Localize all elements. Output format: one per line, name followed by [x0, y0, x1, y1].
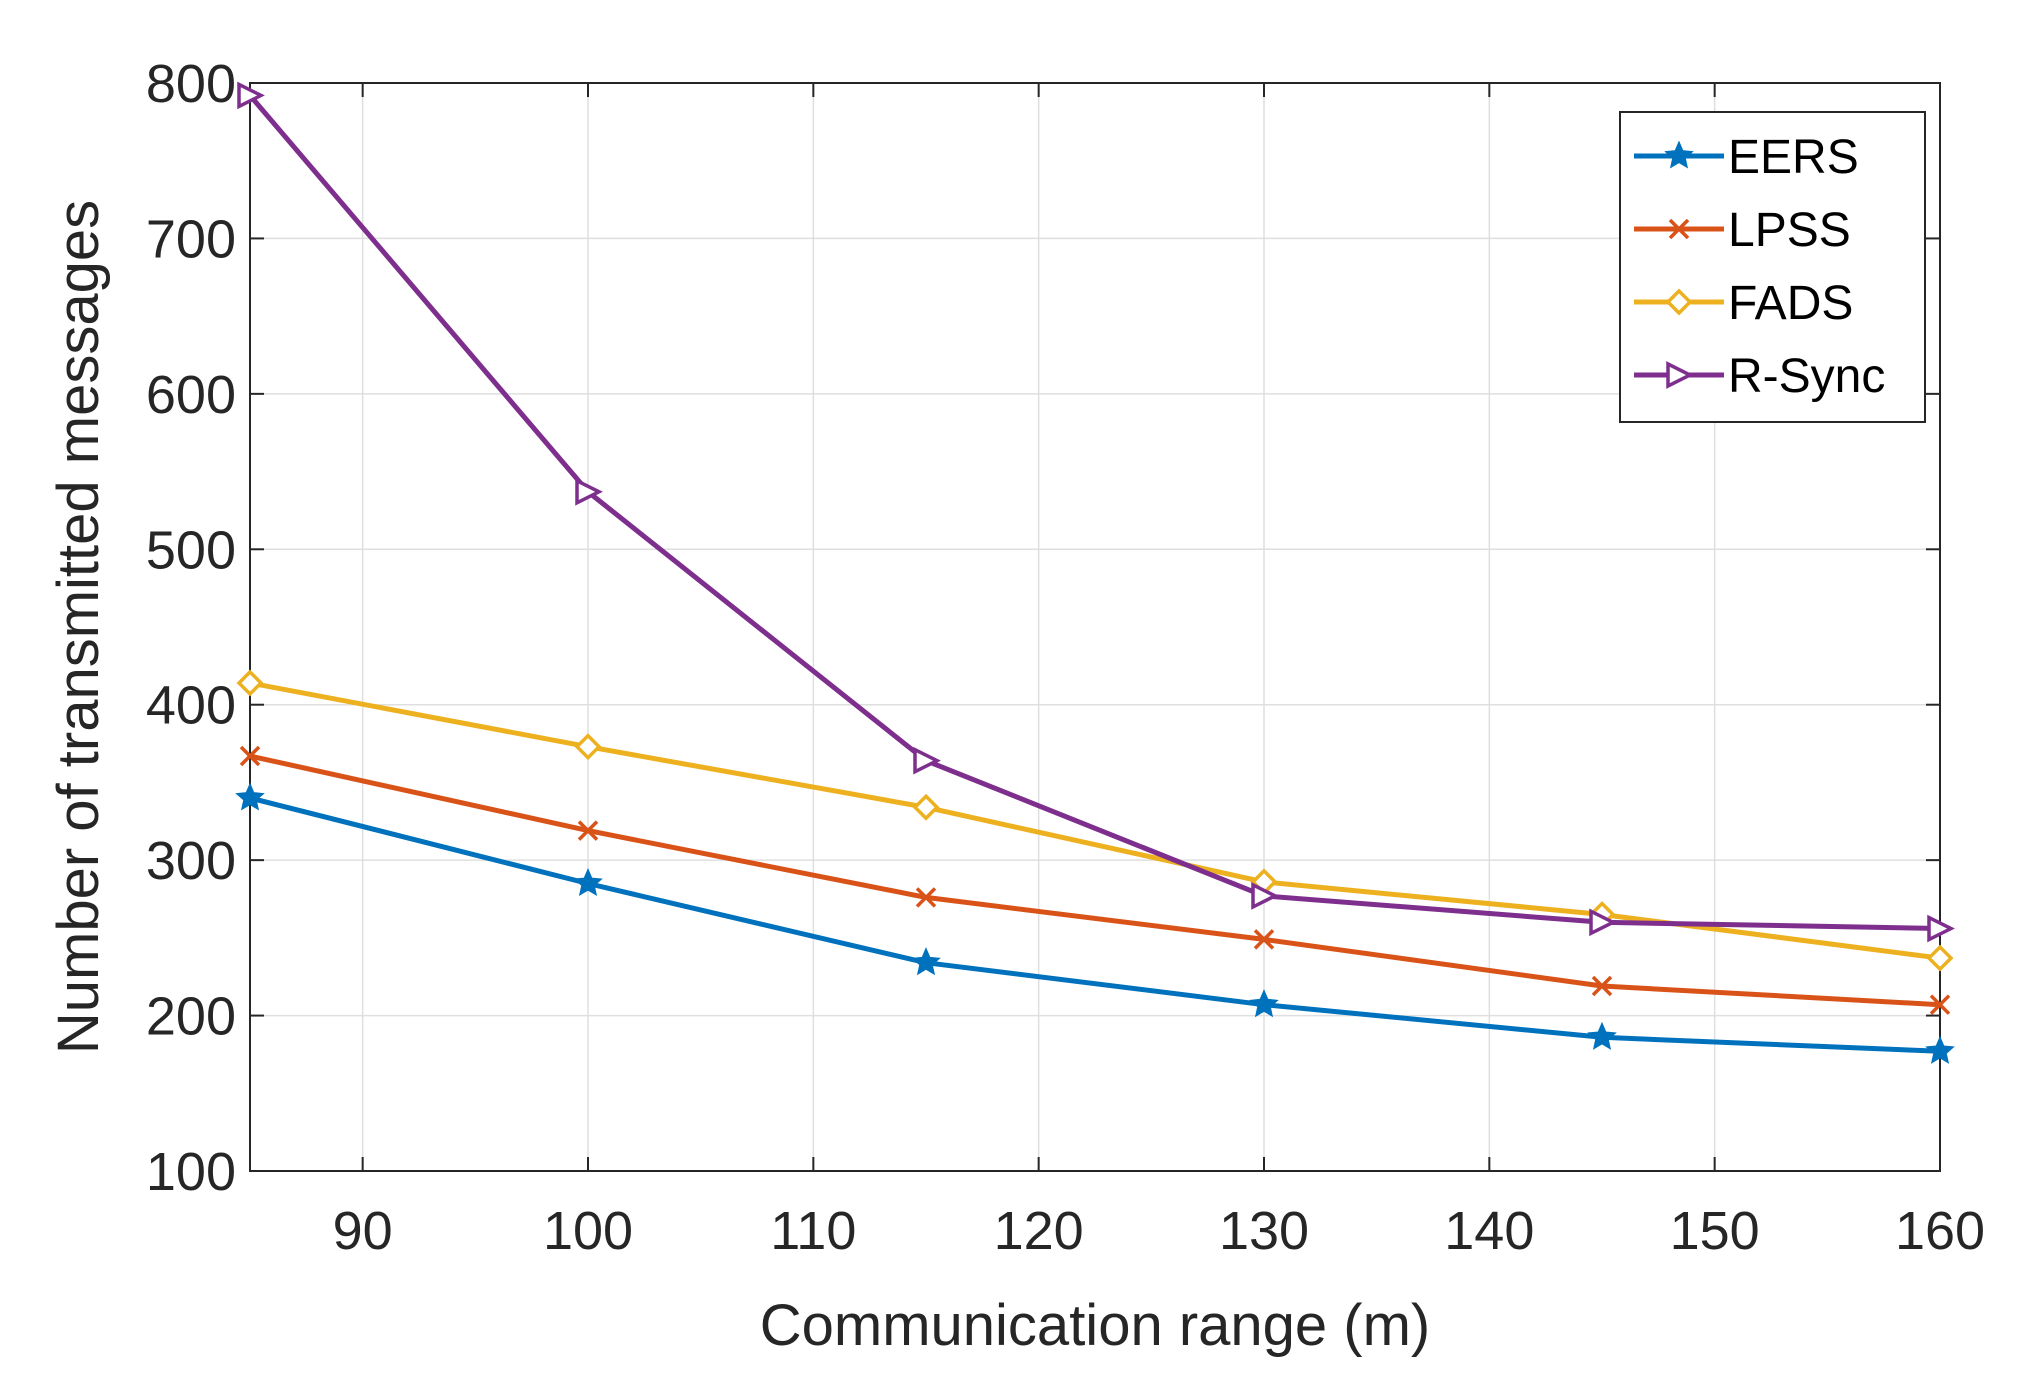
data-point-fads	[912, 793, 940, 821]
x-marker-stroke	[1929, 994, 1951, 1015]
y-axis-label: Number of transmitted messages	[46, 200, 111, 1054]
data-series	[235, 81, 1955, 1064]
series-line-lpss	[249, 753, 1941, 1008]
y-tick-label: 600	[146, 365, 236, 425]
y-tick-label: 400	[146, 676, 236, 736]
legend-marker-lpss	[1668, 218, 1690, 240]
data-point-eers	[1925, 1035, 1955, 1064]
legend-label-eers: EERS	[1728, 131, 1859, 184]
y-tick-label: 800	[146, 54, 236, 114]
y-tick-label: 300	[146, 831, 236, 891]
data-point-eers	[1249, 989, 1279, 1018]
series-r-sync	[237, 81, 1955, 943]
x-tick-label: 120	[994, 1201, 1084, 1261]
x-marker-stroke	[1591, 975, 1613, 997]
y-tick-label: 200	[146, 987, 236, 1047]
legend-marker-r-sync	[1666, 361, 1694, 389]
legend-label-r-sync: R-Sync	[1728, 350, 1885, 403]
star-marker-shape	[235, 782, 265, 811]
x-tick-label: 140	[1444, 1201, 1534, 1261]
data-point-lpss	[577, 820, 599, 841]
axis-ticks: 90 100 110 120 130 140 150 160 100 200 300 400 500 60…	[146, 54, 1985, 1261]
x-tick-label: 90	[333, 1201, 393, 1261]
star-marker-shape	[573, 867, 603, 897]
legend-marker-fads	[1665, 288, 1693, 316]
legend-entry-r-sync: R-Sync	[1634, 350, 1885, 403]
x-marker-stroke	[577, 820, 599, 841]
data-point-lpss	[1253, 929, 1275, 950]
y-tick-label: 100	[146, 1142, 236, 1202]
data-point-lpss	[1929, 994, 1951, 1015]
legend-marker-eers	[1664, 140, 1694, 169]
x-tick-label: 130	[1219, 1201, 1309, 1261]
star-marker-shape	[911, 947, 941, 976]
data-point-fads	[1926, 944, 1954, 972]
data-point-r-sync	[1251, 882, 1279, 910]
data-point-eers	[573, 867, 603, 897]
y-tick-label: 700	[146, 209, 236, 269]
legend-entry-lpss: LPSS	[1634, 204, 1851, 257]
data-point-fads	[574, 733, 602, 761]
star-marker-shape	[1925, 1035, 1955, 1064]
x-tick-label: 160	[1895, 1201, 1985, 1261]
x-tick-label: 110	[770, 1201, 856, 1261]
series-eers	[235, 782, 1955, 1064]
series-line-r-sync	[248, 93, 1941, 931]
star-marker-shape	[1587, 1021, 1617, 1050]
x-marker-stroke	[1668, 218, 1690, 240]
data-point-r-sync	[575, 477, 603, 506]
data-point-lpss	[1591, 975, 1613, 997]
data-point-r-sync	[237, 81, 265, 110]
series-lpss	[239, 745, 1951, 1015]
data-point-eers	[911, 947, 941, 976]
series-line-eers	[249, 795, 1941, 1054]
data-point-r-sync	[1589, 908, 1617, 937]
x-axis-label: Communication range (m)	[760, 1293, 1430, 1358]
data-point-eers	[235, 782, 265, 811]
plot-area-frame	[249, 82, 1941, 1172]
x-marker-stroke	[915, 887, 937, 908]
data-point-fads	[236, 669, 264, 697]
data-point-lpss	[239, 745, 261, 767]
legend-entry-fads: FADS	[1634, 277, 1853, 330]
data-point-lpss	[915, 887, 937, 908]
star-marker-shape	[1249, 989, 1279, 1018]
x-marker-stroke	[239, 745, 261, 767]
legend: EERS LPSS FADS R-Sync	[1619, 111, 1926, 423]
x-marker-stroke	[1253, 929, 1275, 950]
x-tick-label: 150	[1670, 1201, 1760, 1261]
data-point-r-sync	[1927, 914, 1955, 943]
legend-label-lpss: LPSS	[1728, 204, 1851, 257]
x-tick-label: 100	[543, 1201, 633, 1261]
data-point-eers	[1587, 1021, 1617, 1050]
data-point-r-sync	[913, 746, 941, 775]
y-tick-label: 500	[146, 520, 236, 580]
legend-label-fads: FADS	[1728, 277, 1853, 330]
legend-entry-eers: EERS	[1634, 131, 1859, 184]
star-marker-shape	[1664, 140, 1694, 169]
